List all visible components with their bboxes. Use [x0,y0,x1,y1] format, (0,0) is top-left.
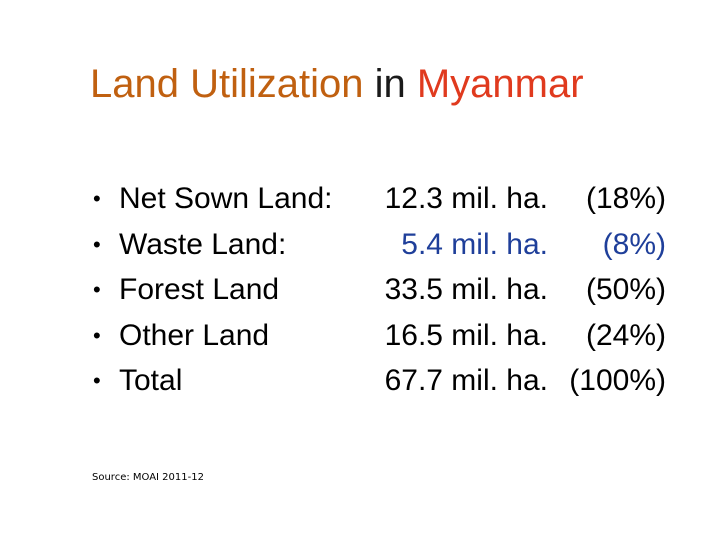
row-percent: (100%) [569,364,666,397]
list-item-total: • Total 67.7 mil. ha. (100%) [0,358,720,404]
row-amount: 5.4 mil. ha. [401,227,548,261]
row-label: Other Land [119,318,270,352]
row-amount: 12.3 mil. ha. [384,182,548,215]
bullet-icon: • [93,322,101,348]
slide-title: Land Utilization in Myanmar [90,60,584,108]
title-part-in: in [363,62,417,106]
list-item-net-sown-land: • Net Sown Land: 12.3 mil. ha. (18%) [0,176,720,222]
list-item-other-land: • Other Land 16.5 mil. ha. (24%) [0,313,720,359]
title-part-land-utilization: Land Utilization [90,62,364,106]
row-amount: 33.5 mil. ha. [384,273,548,306]
row-label: Total [119,364,183,397]
list-item-waste-land: • Waste Land: 5.4 mil. ha. (8%) [0,222,720,268]
list-item-forest-land: • Forest Land 33.5 mil. ha. (50%) [0,267,720,313]
row-amount: 16.5 mil. ha. [384,318,548,352]
row-label: Net Sown Land: [119,182,333,215]
row-percent: (50%) [585,273,666,306]
row-amount: 67.7 mil. ha. [384,364,548,397]
row-label: Waste Land: [119,227,287,261]
row-percent: (24%) [585,318,666,352]
bullet-icon: • [93,368,101,393]
row-percent: (8%) [602,227,666,261]
land-use-list: • Net Sown Land: 12.3 mil. ha. (18%) • W… [0,176,720,404]
bullet-icon: • [93,231,101,257]
bullet-icon: • [93,277,101,302]
source-citation: Source: MOAI 2011-12 [92,472,204,483]
bullet-icon: • [93,186,101,211]
row-percent: (18%) [585,182,666,215]
row-label: Forest Land [119,273,280,306]
title-part-myanmar: Myanmar [416,62,584,106]
